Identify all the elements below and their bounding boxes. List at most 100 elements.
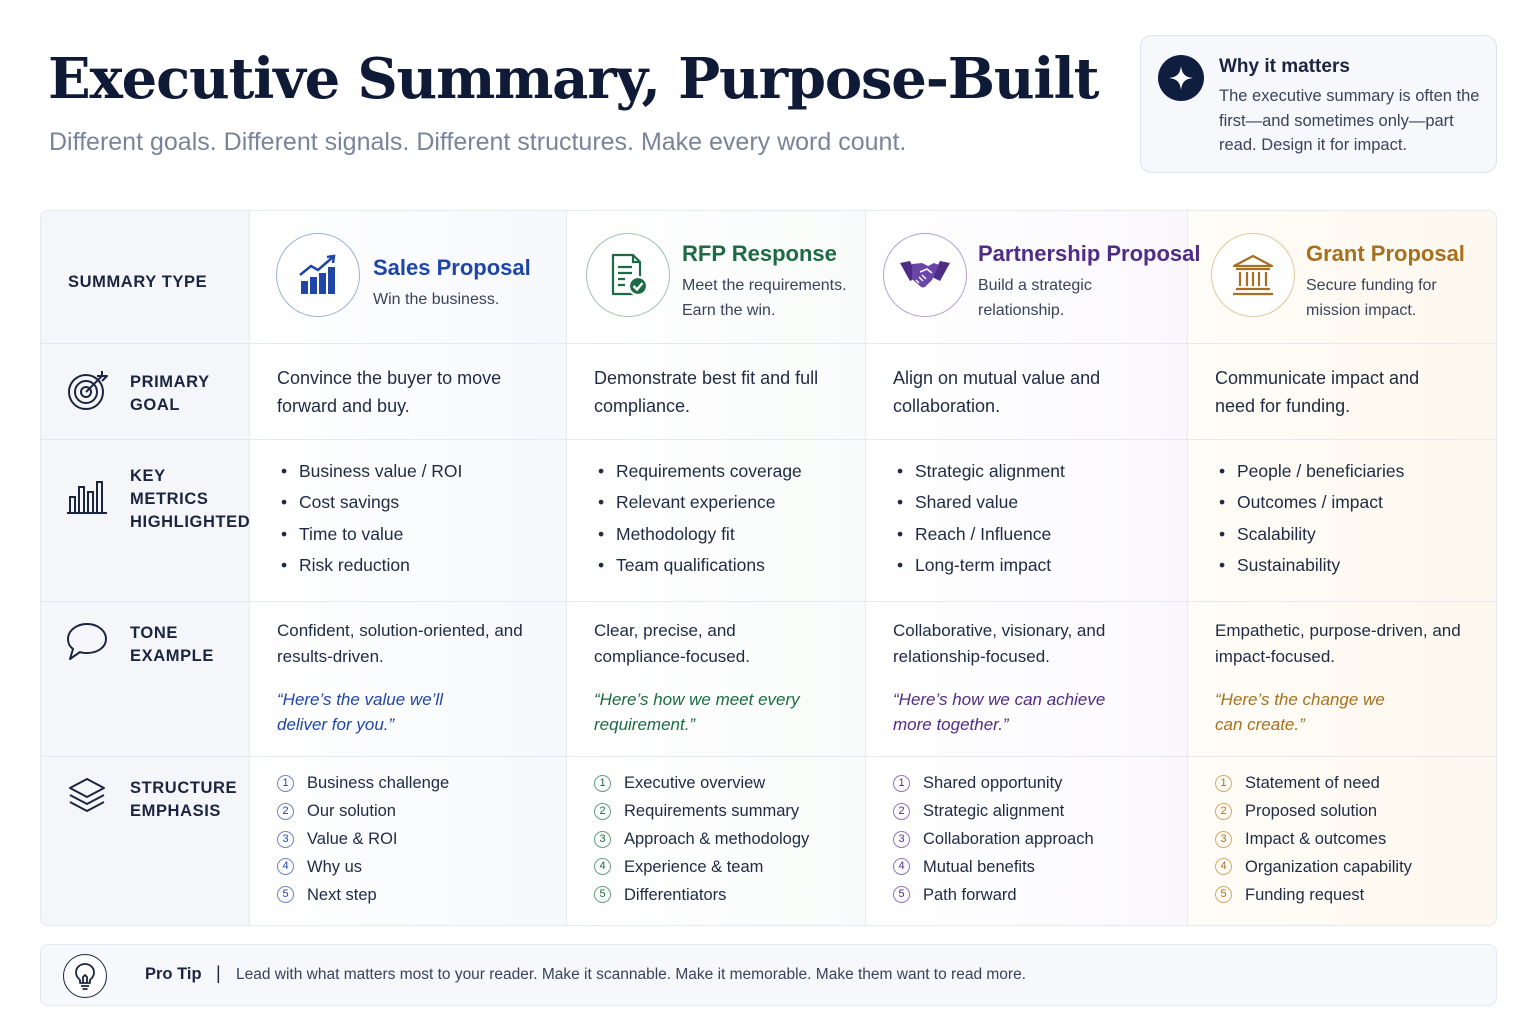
sales-steps-list: 1 Business challenge 2 Our solution 3 Value… — [277, 770, 557, 909]
rfp-tone: Clear, precise, and compliance-focused. — [594, 621, 750, 666]
step-label: Business challenge — [307, 774, 450, 793]
list-item: 5 Path forward — [893, 881, 1178, 909]
lightbulb-icon — [63, 954, 107, 998]
step-number: 4 — [1215, 858, 1232, 876]
list-item: Sustainability — [1215, 555, 1490, 586]
step-label: Path forward — [923, 885, 1017, 904]
step-label: Impact & outcomes — [1245, 829, 1387, 848]
list-item: 3 Collaboration approach — [893, 826, 1178, 854]
list-item: 2 Strategic alignment — [893, 798, 1178, 826]
list-item: 2 Requirements summary — [594, 798, 859, 826]
sparkle-icon — [1158, 55, 1204, 101]
step-label: Differentiators — [624, 885, 727, 904]
sales-metrics-list: Business value / ROI Cost savings Time t… — [277, 461, 557, 587]
step-label: Requirements summary — [624, 802, 800, 821]
step-number: 3 — [893, 830, 910, 848]
step-label: Statement of need — [1245, 774, 1380, 793]
institution-icon — [1211, 233, 1295, 317]
row-divider — [41, 601, 1496, 602]
row-divider — [41, 343, 1496, 344]
step-number: 5 — [1215, 886, 1232, 904]
list-item: 4 Organization capability — [1215, 853, 1490, 881]
grant-metrics-list: People / beneficiaries Outcomes / impact… — [1215, 461, 1490, 587]
list-item: Shared value — [893, 492, 1173, 523]
rfp-subtitle: Meet the requirements. Earn the win. — [682, 277, 847, 319]
step-number: 5 — [277, 886, 294, 904]
list-item: 1 Shared opportunity — [893, 770, 1178, 798]
pro-tip-label: Pro Tip — [145, 965, 202, 983]
list-item: Strategic alignment — [893, 461, 1173, 492]
step-label: Why us — [307, 857, 363, 876]
row-label-tone: TONE EXAMPLE — [130, 624, 214, 665]
growth-chart-icon — [276, 233, 360, 317]
step-number: 1 — [893, 775, 910, 792]
row-label-key-metrics: KEY METRICS HIGHLIGHTED — [130, 467, 251, 531]
step-number: 3 — [277, 830, 294, 848]
partnership-steps-list: 1 Shared opportunity 2 Strategic alignment… — [893, 770, 1178, 909]
partnership-metrics-list: Strategic alignment Shared value Reach /… — [893, 461, 1173, 587]
list-item: Requirements coverage — [594, 461, 859, 492]
step-number: 2 — [277, 802, 294, 820]
row-label-summary-type: SUMMARY TYPE — [68, 273, 208, 291]
row-label-primary-goal: PRIMARY GOAL — [130, 373, 210, 414]
sales-title: Sales Proposal — [373, 255, 531, 280]
column-divider — [566, 211, 567, 925]
step-label: Shared opportunity — [923, 774, 1063, 793]
list-item: 4 Why us — [277, 853, 557, 881]
list-item: Relevant experience — [594, 492, 859, 523]
rfp-title: RFP Response — [682, 241, 837, 266]
list-item: 2 Proposed solution — [1215, 798, 1490, 826]
grant-goal: Communicate impact and need for funding. — [1215, 368, 1420, 416]
list-item: Time to value — [277, 524, 557, 555]
sales-tone: Confident, solution-oriented, and result… — [277, 621, 523, 666]
list-item: Methodology fit — [594, 524, 859, 555]
list-item: Outcomes / impact — [1215, 492, 1490, 523]
list-item: Long-term impact — [893, 555, 1173, 586]
step-label: Experience & team — [624, 857, 764, 876]
why-text: The executive summary is often the first… — [1219, 87, 1480, 154]
partnership-goal: Align on mutual value and collaboration. — [893, 368, 1101, 416]
row-divider — [41, 756, 1496, 757]
grant-tone: Empathetic, purpose-driven, and impact-f… — [1215, 621, 1461, 666]
step-number: 3 — [594, 830, 611, 848]
step-label: Executive overview — [624, 774, 766, 793]
step-number: 3 — [1215, 830, 1232, 848]
bar-chart-icon — [66, 479, 108, 520]
step-label: Mutual benefits — [923, 857, 1035, 876]
why-it-matters-box: Why it matters The executive summary is … — [1140, 35, 1497, 173]
rfp-metrics-list: Requirements coverage Relevant experienc… — [594, 461, 859, 587]
column-divider — [1187, 211, 1188, 925]
step-label: Funding request — [1245, 885, 1365, 904]
step-number: 4 — [893, 858, 910, 876]
list-item: 1 Executive overview — [594, 770, 859, 798]
step-number: 1 — [277, 775, 294, 792]
pro-tip-text: Lead with what matters most to your read… — [236, 966, 1026, 983]
step-number: 4 — [277, 858, 294, 876]
step-number: 5 — [594, 886, 611, 904]
list-item: 3 Value & ROI — [277, 826, 557, 854]
list-item: Scalability — [1215, 524, 1490, 555]
list-item: Team qualifications — [594, 555, 859, 586]
page-subtitle: Different goals. Different signals. Diff… — [49, 128, 907, 156]
partnership-title: Partnership Proposal — [978, 241, 1201, 266]
list-item: 5 Differentiators — [594, 881, 859, 909]
rfp-steps-list: 1 Executive overview 2 Requirements summar… — [594, 770, 859, 909]
step-label: Organization capability — [1245, 857, 1412, 876]
step-label: Approach & methodology — [624, 829, 810, 848]
step-number: 4 — [594, 858, 611, 876]
partnership-quote: “Here’s how we can achieve more together… — [893, 690, 1106, 734]
checklist-document-icon — [586, 233, 670, 317]
rfp-goal: Demonstrate best fit and full compliance… — [594, 368, 819, 416]
list-item: Risk reduction — [277, 555, 557, 586]
column-divider — [865, 211, 866, 925]
list-item: People / beneficiaries — [1215, 461, 1490, 492]
list-item: 4 Experience & team — [594, 853, 859, 881]
step-label: Proposed solution — [1245, 802, 1378, 821]
row-divider — [41, 439, 1496, 440]
list-item: Reach / Influence — [893, 524, 1173, 555]
partnership-tone: Collaborative, visionary, and relationsh… — [893, 621, 1106, 666]
step-number: 2 — [1215, 802, 1232, 820]
step-label: Next step — [307, 885, 377, 904]
list-item: 5 Next step — [277, 881, 557, 909]
step-label: Collaboration approach — [923, 829, 1094, 848]
